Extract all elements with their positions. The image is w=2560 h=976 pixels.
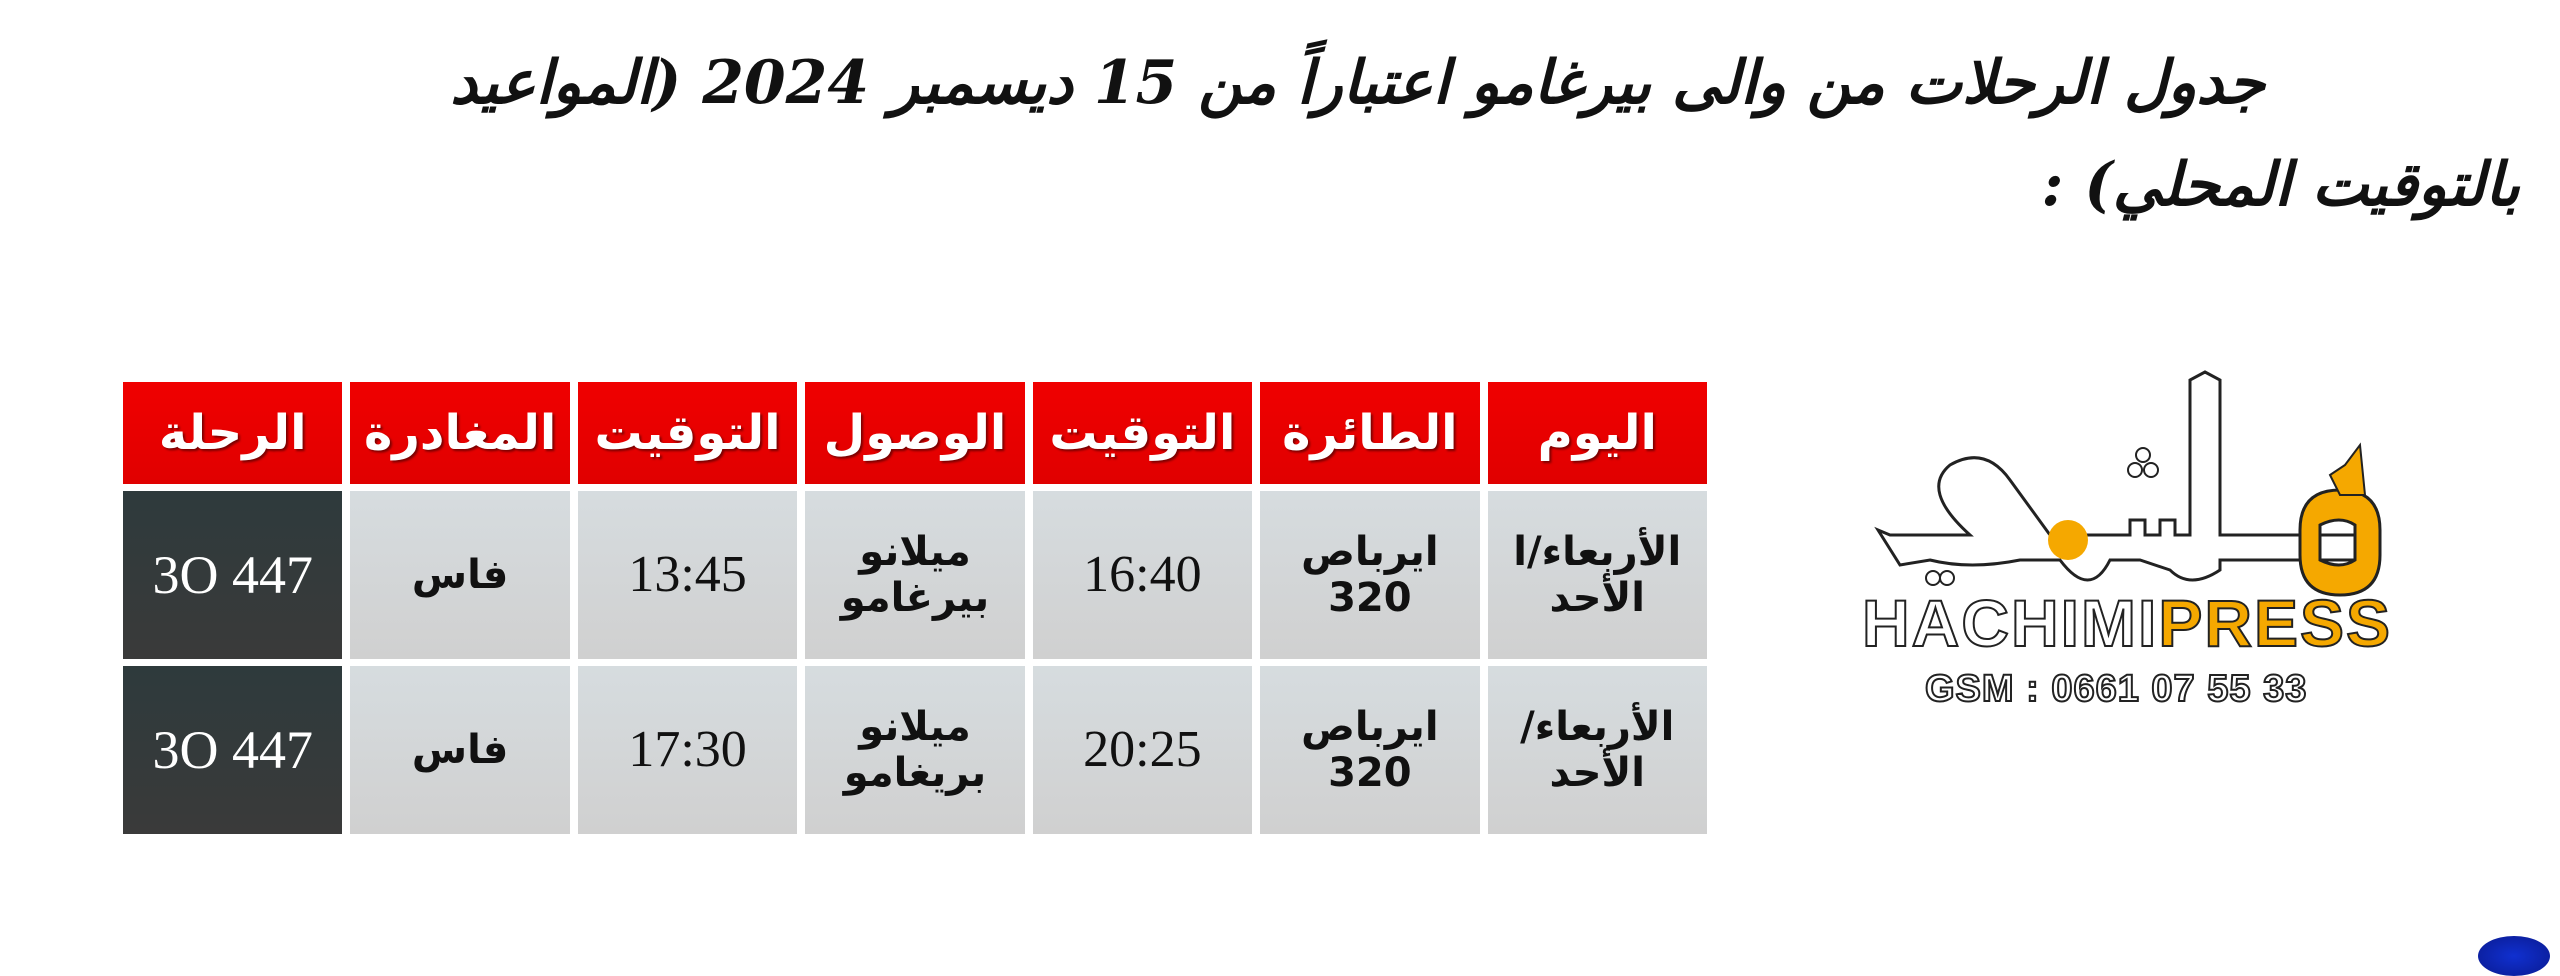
arrival-city: ميلانو بيرغامو	[805, 491, 1025, 659]
arrival-city-line-2: بيرغامو	[840, 575, 990, 621]
departure-city: فاس	[350, 491, 570, 659]
arrival-city: ميلانو بريغامو	[805, 666, 1025, 834]
arrival-time: 20:25	[1032, 666, 1253, 834]
page-title-line-1: جدول الرحلات من والى بيرغامو اعتباراً من…	[450, 48, 2265, 118]
hachimipress-logo-graphic	[1874, 370, 2382, 597]
departure-city: فاس	[350, 666, 570, 834]
logo-brand-text: HACHIMIPRESS	[1861, 585, 2393, 661]
floating-action-button[interactable]	[2478, 936, 2550, 976]
logo-phone-number: GSM : 0661 07 55 33	[1924, 667, 2308, 711]
logo-brand-part-2: PRESS	[2157, 585, 2393, 661]
departure-time: 17:30	[577, 666, 798, 834]
header-day: اليوم	[1487, 382, 1707, 484]
logo-brand-part-1: HACHIMI	[1861, 585, 2159, 661]
arrival-city-line-1: ميلانو	[859, 529, 971, 575]
aircraft: ايرباص 320	[1260, 666, 1480, 834]
header-departure-time: التوقيت	[577, 382, 798, 484]
header-arrival-time: التوقيت	[1032, 382, 1253, 484]
table-row: 3O 447 فاس 13:45 ميلانو بيرغامو 16:40 اير…	[123, 491, 1707, 659]
arrival-city-line-1: ميلانو	[859, 704, 971, 750]
aircraft: ايرباص 320	[1260, 491, 1480, 659]
flight-schedule-table: الرحلة المغادرة التوقيت الوصول التوقيت ا…	[115, 375, 1715, 841]
table-header-row: الرحلة المغادرة التوقيت الوصول التوقيت ا…	[123, 382, 1707, 484]
header-aircraft: الطائرة	[1260, 382, 1480, 484]
departure-time: 13:45	[577, 491, 798, 659]
arrival-time: 16:40	[1032, 491, 1253, 659]
header-flight: الرحلة	[123, 382, 343, 484]
days: الأربعاء/ا الأحد	[1487, 491, 1707, 659]
flight-number: 3O 447	[123, 491, 343, 659]
flight-number: 3O 447	[123, 666, 343, 834]
header-arrival: الوصول	[805, 382, 1025, 484]
arrival-city-line-2: بريغامو	[843, 750, 987, 796]
header-departure: المغادرة	[350, 382, 570, 484]
page-title-line-2: بالتوقيت المحلي) :	[2041, 150, 2520, 220]
table-row: 3O 447 فاس 17:30 ميلانو بريغامو 20:25 اير…	[123, 666, 1707, 834]
days: الأربعاء/ الأحد	[1487, 666, 1707, 834]
